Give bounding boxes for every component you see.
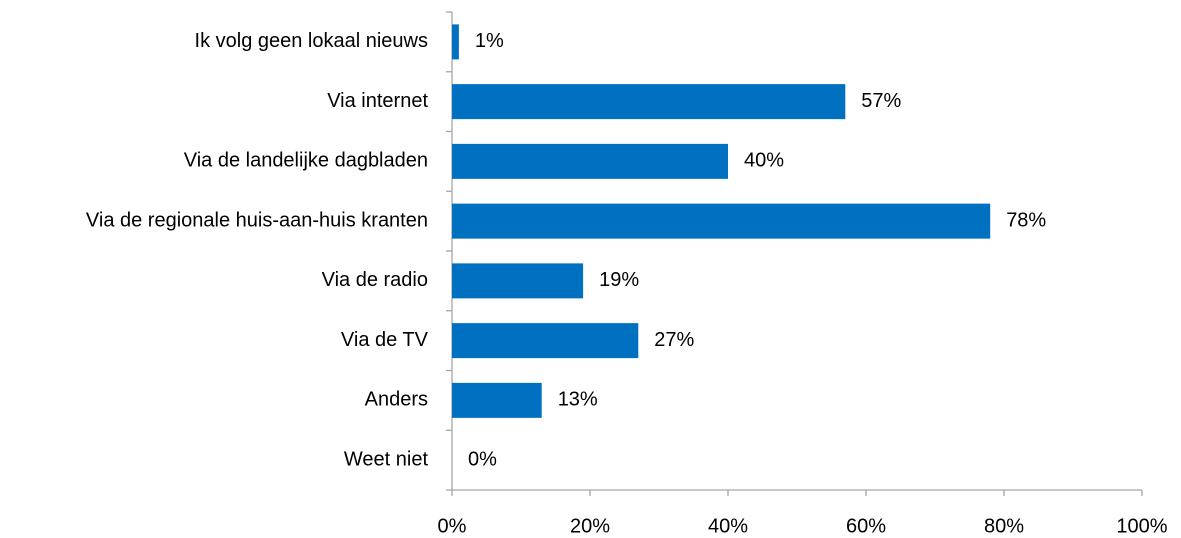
bar	[452, 84, 846, 120]
x-tick-label: 40%	[708, 515, 748, 537]
y-tick-label: Via de regionale huis-aan-huis kranten	[86, 209, 428, 231]
data-label: 40%	[744, 150, 784, 172]
y-tick-label: Weet niet	[344, 448, 429, 470]
data-label: 27%	[654, 329, 694, 351]
y-tick-label: Ik volg geen lokaal nieuws	[195, 30, 428, 52]
x-tick-label: 0%	[438, 515, 467, 537]
data-label: 13%	[558, 389, 598, 411]
y-tick-label: Anders	[365, 389, 428, 411]
data-label: 19%	[599, 269, 639, 291]
bar	[452, 382, 542, 418]
y-tick-label: Via internet	[327, 90, 428, 112]
x-tick-label: 100%	[1116, 515, 1167, 537]
x-tick-label: 60%	[846, 515, 886, 537]
y-tick-label: Via de radio	[322, 269, 428, 291]
bar	[452, 323, 639, 359]
data-label: 78%	[1006, 209, 1046, 231]
data-label: 0%	[468, 448, 497, 470]
bar	[452, 263, 584, 299]
bar	[452, 24, 459, 60]
data-label: 57%	[861, 90, 901, 112]
data-label: 1%	[475, 30, 504, 52]
y-tick-label: Via de landelijke dagbladen	[184, 150, 428, 172]
y-tick-label: Via de TV	[341, 329, 429, 351]
bar	[452, 203, 991, 239]
x-tick-label: 20%	[570, 515, 610, 537]
x-tick-label: 80%	[984, 515, 1024, 537]
bar	[452, 143, 728, 179]
